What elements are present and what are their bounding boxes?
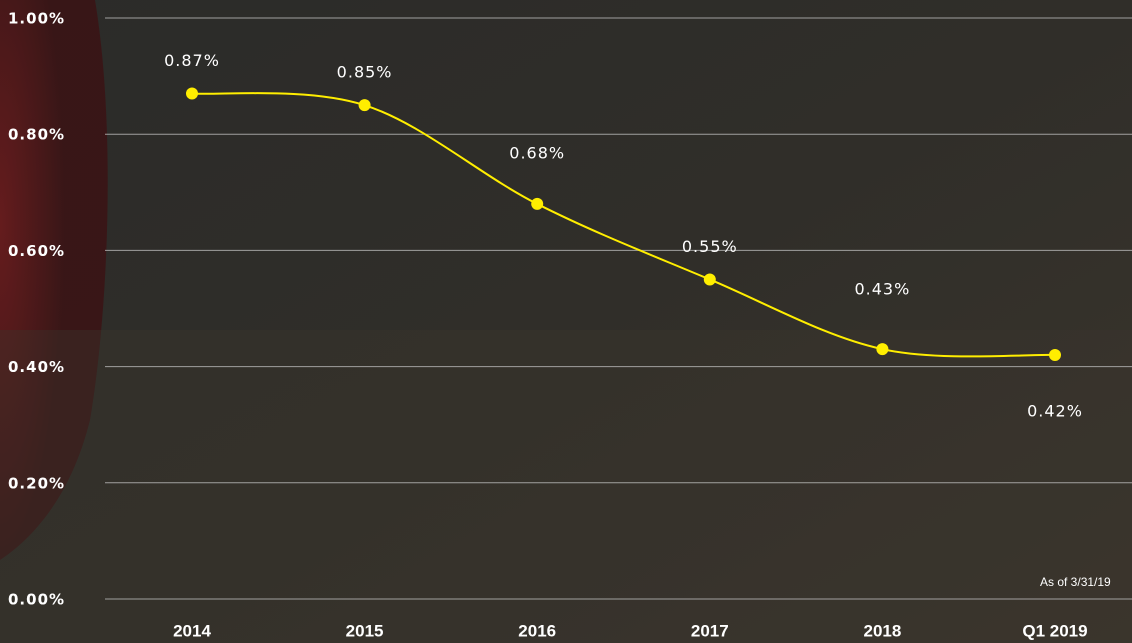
data-point xyxy=(186,88,198,100)
data-label: 0.55% xyxy=(682,237,738,256)
background-floor xyxy=(0,330,1132,643)
data-label: 0.42% xyxy=(1027,401,1083,420)
y-tick-label: 1.00% xyxy=(8,10,65,28)
data-point xyxy=(876,343,888,355)
y-tick-label: 0.80% xyxy=(8,126,65,144)
x-tick-label: 2018 xyxy=(863,621,901,640)
y-tick-label: 0.40% xyxy=(8,358,65,376)
y-tick-label: 0.20% xyxy=(8,474,65,492)
data-label: 0.43% xyxy=(854,280,910,299)
x-tick-label: 2015 xyxy=(346,621,384,640)
data-point xyxy=(704,273,716,285)
data-label: 0.87% xyxy=(164,51,220,70)
x-tick-label: 2014 xyxy=(173,621,211,640)
data-point xyxy=(531,198,543,210)
data-label: 0.68% xyxy=(509,143,565,162)
data-point xyxy=(1049,349,1061,361)
x-tick-label: 2016 xyxy=(518,621,556,640)
y-tick-label: 0.00% xyxy=(8,591,65,609)
page: {"chart_data": { "type": "line", "catego… xyxy=(0,0,1132,643)
data-label: 0.85% xyxy=(337,63,393,82)
x-tick-label: 2017 xyxy=(691,621,729,640)
data-point xyxy=(359,99,371,111)
x-tick-label: Q1 2019 xyxy=(1022,621,1087,640)
y-tick-label: 0.60% xyxy=(8,242,65,260)
annotation: As of 3/31/19 xyxy=(1040,575,1111,589)
chart: As of 3/31/19 0.00% 0.20% 0.40% 0.60% 0.80% 1… xyxy=(0,0,1132,643)
